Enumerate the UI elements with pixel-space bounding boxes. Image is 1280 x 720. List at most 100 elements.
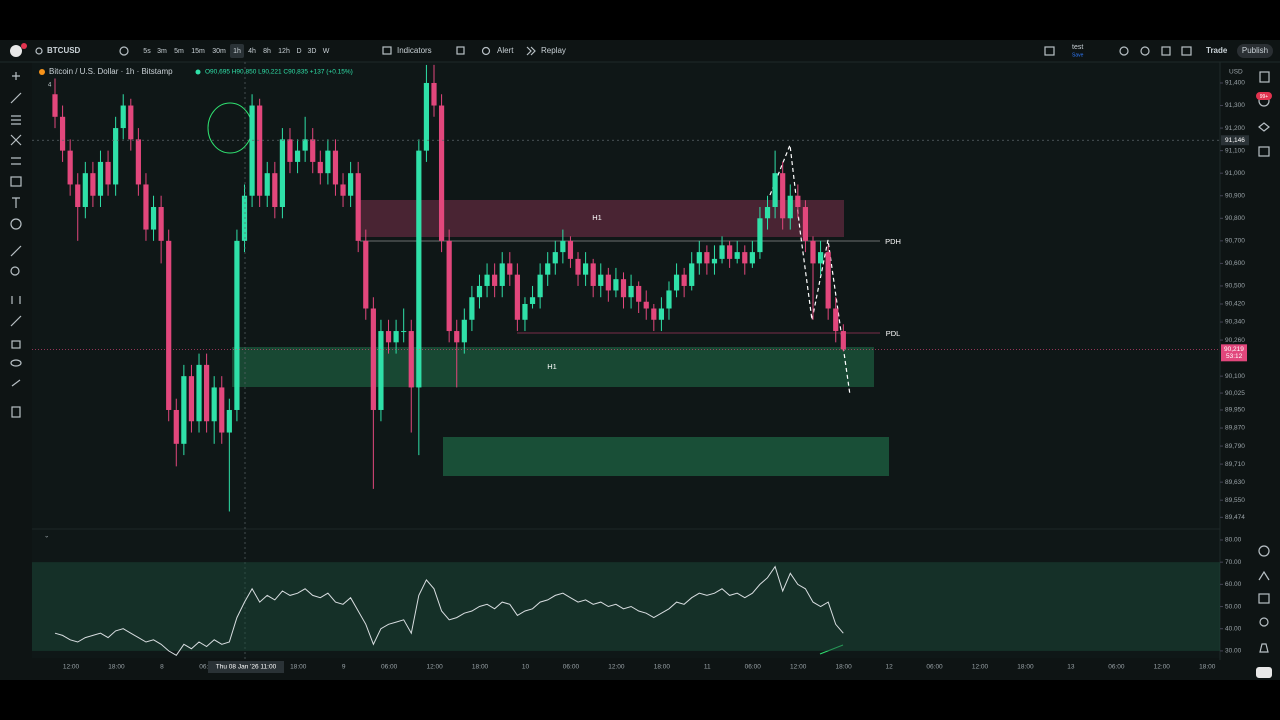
layout-icon[interactable] <box>1044 46 1055 56</box>
replay-icon[interactable] <box>526 46 536 56</box>
x-tick-label: 18:00 <box>836 664 853 671</box>
trade-button[interactable]: Trade <box>1206 46 1228 55</box>
layout-name[interactable]: test <box>1072 44 1083 51</box>
shapes-tool[interactable] <box>10 176 22 187</box>
interval-button[interactable]: 8h <box>263 48 271 55</box>
alert-button[interactable]: Alert <box>497 46 514 55</box>
y-tick-label: 91,100 <box>1225 147 1245 154</box>
fib-tool[interactable] <box>11 115 21 125</box>
x-tick-label: 18:00 <box>1199 664 1216 671</box>
candle-body <box>393 331 399 343</box>
interval-button[interactable]: 12h <box>278 48 290 55</box>
forecast-tool[interactable] <box>11 157 21 165</box>
indicator-count[interactable]: 4 <box>48 83 52 89</box>
candle-body <box>294 150 301 162</box>
quick-search[interactable] <box>1119 46 1129 56</box>
replay-button[interactable]: Replay <box>541 46 566 55</box>
crosshair-time: Thu 08 Jan '26 11:00 <box>216 664 277 671</box>
watchlist[interactable] <box>1259 71 1270 83</box>
candle-body <box>833 308 839 332</box>
indicators-button[interactable]: Indicators <box>397 46 432 55</box>
notif-count: 99+ <box>1260 94 1269 100</box>
publish-button[interactable]: Publish <box>1242 46 1268 55</box>
calendar[interactable] <box>1258 593 1270 604</box>
candle-body <box>416 150 422 388</box>
settings-icon[interactable] <box>1140 46 1150 56</box>
x-tick-label: 06:00 <box>199 664 216 671</box>
candle-body <box>249 105 255 196</box>
candle-body <box>59 116 66 151</box>
rsi-tick-label: 40.00 <box>1225 625 1242 632</box>
candle-body <box>537 274 543 298</box>
demand-zone-2 <box>443 437 889 476</box>
candle-body <box>825 252 831 309</box>
text-tool[interactable] <box>12 197 20 208</box>
save-label[interactable]: Save <box>1072 52 1084 58</box>
compare-icon[interactable] <box>119 46 129 56</box>
right-sidebar: 99+ <box>1256 71 1272 678</box>
candle-body <box>355 173 361 241</box>
draw-mode[interactable] <box>10 315 22 327</box>
layers[interactable] <box>1258 122 1270 132</box>
currency[interactable]: USD <box>1229 69 1243 76</box>
interval-button[interactable]: 3m <box>157 48 167 55</box>
zoom-tool[interactable] <box>10 266 20 276</box>
bell[interactable] <box>1259 643 1269 653</box>
candle-body <box>150 207 157 230</box>
target[interactable] <box>1258 545 1270 557</box>
candle-body <box>454 331 460 343</box>
candle-body <box>567 240 574 259</box>
avatar[interactable] <box>10 45 22 57</box>
interval-button[interactable]: 1h <box>233 48 241 55</box>
interval-button[interactable]: 15m <box>191 48 205 55</box>
templates-icon[interactable] <box>456 46 465 55</box>
interval-button[interactable]: 5s <box>143 48 151 55</box>
zone-label: PDH <box>885 237 901 246</box>
candle-body <box>196 364 202 422</box>
x-tick-label: 06:00 <box>745 664 762 671</box>
candle-body <box>113 128 119 185</box>
candle-body <box>378 331 384 410</box>
interval-button[interactable]: 4h <box>248 48 256 55</box>
active-interval-bg <box>230 44 244 58</box>
search-icon[interactable] <box>35 47 43 55</box>
publish-bg[interactable] <box>1237 44 1273 58</box>
line-tool[interactable] <box>10 92 22 104</box>
candle-body <box>560 240 566 253</box>
indicators-icon[interactable] <box>382 46 392 55</box>
interval-button[interactable]: D <box>296 48 301 55</box>
ruler-tool[interactable] <box>10 245 22 257</box>
candle-body <box>590 263 596 286</box>
alert-icon[interactable] <box>481 46 491 56</box>
lock-tool[interactable] <box>11 340 21 349</box>
interval-button[interactable]: 5m <box>174 48 184 55</box>
y-tick-label: 90,800 <box>1225 215 1245 222</box>
hide-tool[interactable] <box>10 359 22 367</box>
news[interactable] <box>1259 617 1269 627</box>
emoji-tool[interactable] <box>10 218 22 230</box>
badge <box>21 43 27 49</box>
notif-badge <box>1256 92 1272 100</box>
delete-tool[interactable] <box>11 406 21 418</box>
cross-tool[interactable] <box>12 72 20 80</box>
candle-body <box>438 105 445 241</box>
link-tool[interactable] <box>11 379 21 387</box>
candle-body <box>605 274 611 291</box>
snapshot-icon[interactable] <box>1181 46 1192 56</box>
x-tick-label: 12:00 <box>1154 664 1171 671</box>
chat[interactable] <box>1258 146 1270 157</box>
symbol[interactable]: BTCUSD <box>47 46 81 55</box>
candle-body <box>522 303 528 320</box>
help[interactable] <box>1256 667 1272 678</box>
pattern-tool[interactable] <box>10 134 22 146</box>
candle-body <box>204 364 210 422</box>
interval-button[interactable]: 30m <box>212 48 226 55</box>
interval-button[interactable]: W <box>323 48 330 55</box>
x-tick-label: 06:00 <box>1108 664 1125 671</box>
fullscreen-icon[interactable] <box>1161 46 1171 56</box>
magnet-tool[interactable] <box>11 296 21 304</box>
x-tick-label: 10 <box>522 664 530 671</box>
ideas[interactable] <box>1258 570 1270 581</box>
rsi-collapse[interactable]: ⌄ <box>44 533 49 540</box>
interval-button[interactable]: 3D <box>308 48 317 55</box>
